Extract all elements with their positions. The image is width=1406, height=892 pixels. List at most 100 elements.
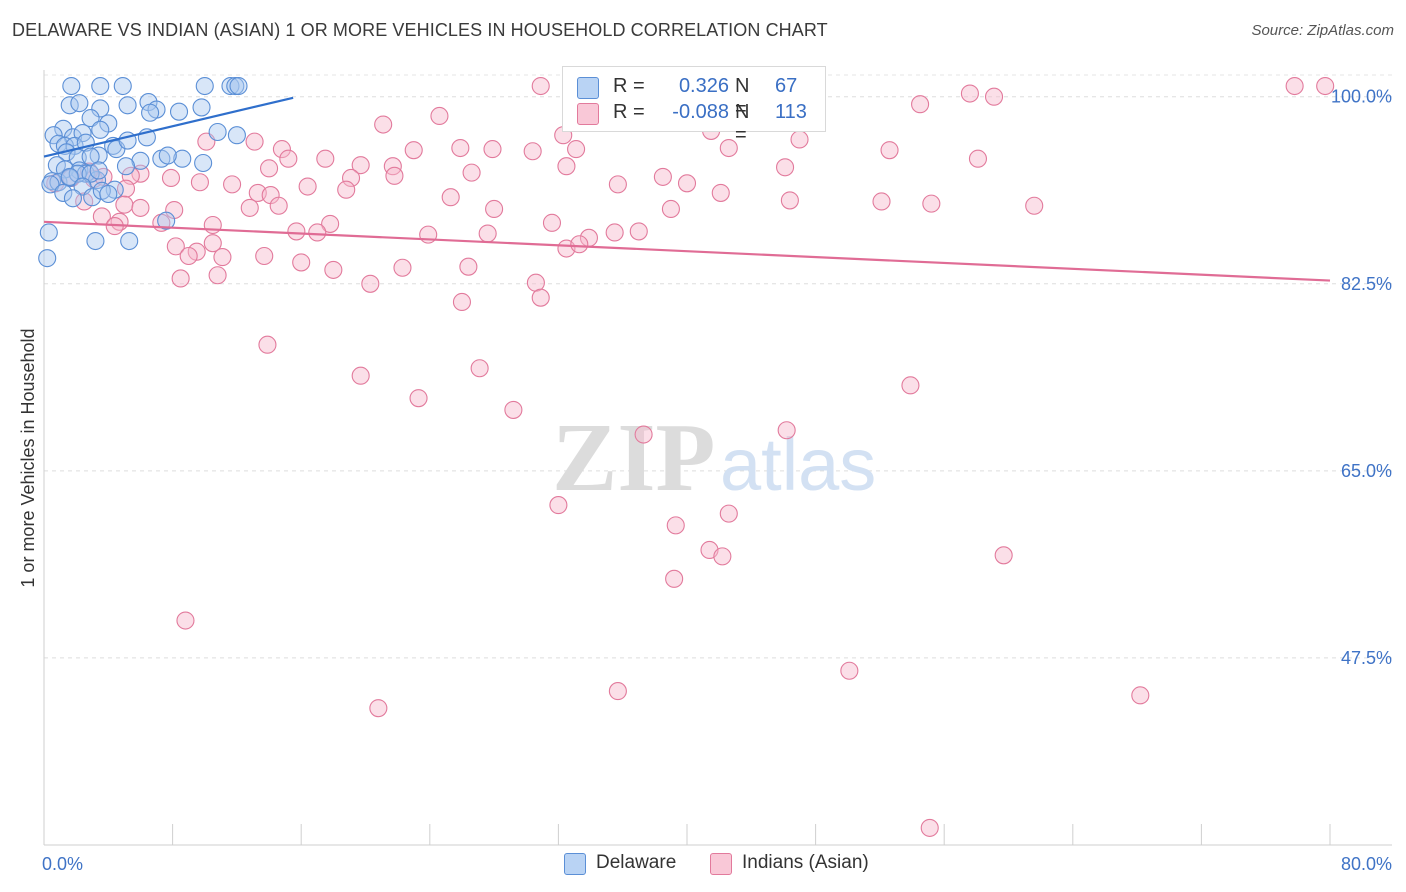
indians-point (316, 149, 335, 168)
indians-point (922, 194, 941, 213)
delaware-point (38, 249, 57, 268)
indians-point (984, 87, 1004, 106)
indians-point (605, 223, 624, 242)
indians-point (459, 257, 478, 276)
indians-point (324, 260, 343, 279)
delaware-point (192, 98, 211, 117)
delaware-swatch (577, 77, 599, 99)
r-label: R = (613, 101, 645, 123)
watermark-atlas: atlas (720, 423, 876, 506)
indians-point (203, 234, 222, 253)
delaware-point (63, 189, 82, 208)
indians-point (269, 196, 288, 215)
indians-point (245, 132, 264, 151)
indians-point (994, 546, 1013, 565)
delaware-swatch (564, 853, 586, 875)
delaware-point (91, 99, 110, 118)
indians-point (1316, 76, 1335, 96)
indians-point (213, 248, 232, 267)
indians-point (920, 818, 939, 837)
indians-point (719, 138, 738, 158)
delaware-point (41, 175, 60, 194)
indians-point (393, 258, 412, 277)
indians-point (298, 177, 317, 196)
watermark-zip: ZIP (552, 404, 715, 512)
indians-point (531, 288, 550, 307)
indians-point (504, 400, 523, 419)
delaware-legend-label: Delaware (596, 852, 677, 873)
indians-point (968, 149, 988, 168)
y-tick-label: 82.5% (1341, 274, 1392, 294)
indians-point (567, 140, 586, 159)
indians-point (911, 95, 930, 114)
delaware-point (208, 122, 227, 142)
indians-point (441, 188, 460, 207)
delaware-point (91, 120, 110, 139)
indians-point (374, 115, 393, 134)
delaware-point (141, 103, 160, 122)
indians-point (872, 192, 891, 211)
delaware-trend-line (43, 96, 294, 158)
delaware-point (62, 76, 81, 96)
indians-point (259, 159, 279, 178)
indians-point (901, 376, 920, 395)
indians-point (258, 335, 277, 354)
indians-point (777, 421, 796, 440)
indians-point (880, 141, 899, 160)
indians-point (385, 166, 404, 185)
delaware-point (227, 126, 246, 145)
indians-point (665, 569, 684, 588)
indians-point (451, 138, 470, 158)
indians-point (526, 273, 545, 292)
indians-point (960, 84, 979, 103)
indians-point (1131, 686, 1150, 705)
delaware-point (89, 161, 108, 180)
n-label: N = (735, 75, 750, 120)
delaware-point (60, 167, 79, 186)
indians-point (208, 266, 227, 285)
indians-point (608, 682, 627, 701)
indians-point (790, 130, 809, 149)
delaware-n-value: 67 (775, 75, 798, 97)
indians-point (308, 223, 327, 242)
delaware-point (195, 76, 214, 96)
indians-point (470, 359, 489, 378)
delaware-point (86, 231, 105, 251)
delaware-point (99, 184, 118, 204)
delaware-point (73, 124, 92, 143)
delaware-point (157, 211, 176, 230)
delaware-point (42, 172, 62, 191)
r-label: R = (613, 75, 645, 97)
indians-point (190, 173, 209, 192)
delaware-point (116, 157, 136, 176)
delaware-point (118, 96, 137, 115)
indians-point (1025, 196, 1044, 215)
indians-r-value: -0.088 (672, 101, 729, 123)
indians-point (383, 157, 402, 176)
indians-point (661, 199, 680, 219)
indians-point (542, 213, 562, 232)
indians-point (1285, 76, 1304, 96)
indians-point (351, 366, 370, 385)
indians-point (161, 168, 181, 188)
indians-point (653, 167, 672, 186)
delaware-point (91, 76, 110, 96)
indians-point (404, 141, 423, 160)
indians-point (255, 246, 274, 266)
indians-point (478, 224, 497, 243)
indians-point (203, 215, 222, 235)
y-tick-label: 65.0% (1341, 461, 1392, 481)
indians-point (719, 504, 738, 523)
indians-point (483, 140, 502, 159)
indians-point (131, 198, 150, 217)
indians-point (369, 699, 388, 718)
indians-point (629, 222, 648, 241)
indians-point (430, 106, 449, 126)
indians-point (634, 425, 653, 444)
n-label: N = (735, 101, 750, 146)
indians-point (557, 157, 576, 176)
y-tick-label: 47.5% (1341, 648, 1392, 668)
indians-point (711, 183, 730, 202)
delaware-point (120, 231, 139, 251)
x-tick-label: 80.0% (1341, 854, 1392, 874)
